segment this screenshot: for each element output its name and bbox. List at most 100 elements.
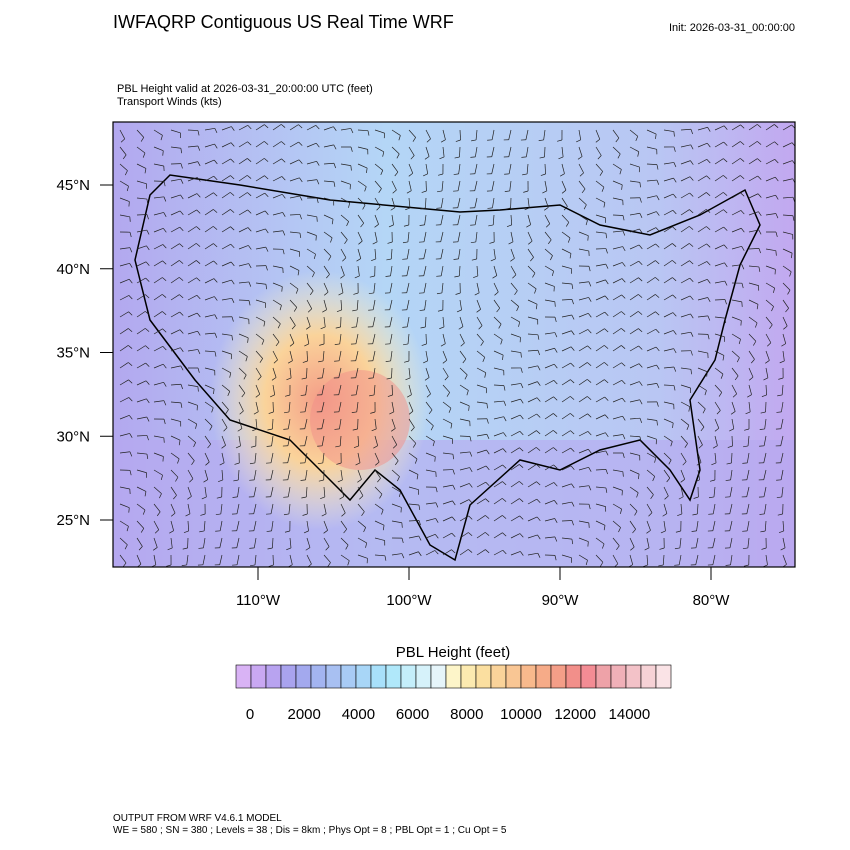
- wind-barb: [585, 220, 588, 226]
- wind-barb: [170, 260, 180, 267]
- wind-barb: [689, 226, 694, 230]
- wind-barb: [357, 537, 367, 544]
- wind-barb: [306, 316, 311, 327]
- wind-barb: [408, 172, 413, 177]
- wind-barb: [578, 379, 588, 386]
- wind-barb: [471, 139, 477, 142]
- wind-barb: [245, 356, 248, 362]
- wind-barb: [213, 159, 218, 165]
- wind-barb: [527, 231, 533, 242]
- wind-barb: [179, 277, 184, 281]
- wind-barb: [408, 401, 414, 412]
- wind-barb: [731, 299, 742, 303]
- wind-barb: [731, 210, 742, 216]
- wind-barb: [697, 142, 708, 148]
- wind-barb: [459, 333, 465, 344]
- wind-barb: [707, 297, 711, 302]
- wind-barb: [656, 195, 660, 201]
- wind-barb: [136, 229, 147, 233]
- wind-barb: [458, 163, 461, 174]
- wind-barb: [516, 306, 519, 312]
- wind-barb: [442, 316, 445, 327]
- colorbar-label: 0: [246, 706, 254, 723]
- wind-barb: [553, 464, 558, 469]
- wind-barb: [424, 156, 430, 160]
- wind-barb: [385, 360, 391, 362]
- wind-barb: [153, 554, 157, 565]
- wind-barb: [782, 196, 793, 199]
- wind-barb: [178, 440, 181, 446]
- wind-barb: [321, 384, 325, 395]
- wind-barb: [527, 197, 530, 208]
- colorbar-box: [385, 664, 402, 689]
- wind-barb: [170, 311, 180, 318]
- wind-barb: [540, 173, 546, 176]
- wind-barb: [129, 232, 132, 238]
- wind-barb: [221, 261, 232, 267]
- wind-barb: [356, 401, 359, 412]
- wind-barb: [289, 299, 298, 308]
- wind-barb: [408, 452, 418, 460]
- wind-barb: [656, 179, 660, 185]
- wind-barb: [494, 291, 499, 296]
- wind-barb: [689, 277, 694, 282]
- wind-barb: [510, 231, 514, 242]
- wind-barb: [459, 483, 470, 488]
- wind-barb: [474, 197, 478, 208]
- wind-barb: [765, 176, 776, 182]
- wind-barb: [508, 129, 512, 140]
- colorbar-box: [460, 664, 477, 689]
- wind-barb: [765, 384, 767, 396]
- wind-barb: [197, 130, 200, 136]
- wind-barb: [663, 330, 674, 335]
- wind-barb: [503, 400, 507, 406]
- wind-barb: [680, 313, 691, 318]
- wind-barb: [459, 367, 468, 376]
- wind-barb: [339, 333, 342, 344]
- wind-barb: [435, 487, 438, 493]
- wind-barb: [646, 328, 656, 335]
- wind-barb: [238, 281, 249, 284]
- wind-barb: [204, 127, 215, 131]
- wind-barb: [357, 503, 365, 512]
- wind-barb: [697, 226, 707, 233]
- wind-barb: [779, 360, 785, 364]
- wind-barb: [714, 350, 725, 356]
- wind-barb: [588, 281, 592, 287]
- wind-barb: [347, 560, 350, 566]
- wind-barb: [317, 462, 323, 465]
- wind-barb: [629, 381, 640, 386]
- wind-barb: [345, 544, 349, 550]
- wind-barb: [326, 274, 330, 279]
- wind-barb: [248, 281, 252, 287]
- wind-barb: [604, 295, 609, 300]
- wind-barb: [339, 418, 342, 429]
- wind-barb: [309, 290, 314, 296]
- wind-barb: [153, 435, 164, 439]
- wind-barb: [238, 175, 248, 182]
- wind-barb: [253, 411, 259, 415]
- wind-barb: [690, 129, 693, 135]
- wind-barb: [714, 435, 718, 446]
- wind-barb: [729, 428, 734, 432]
- wind-barb: [236, 503, 240, 514]
- wind-barb: [519, 414, 524, 420]
- wind-barb: [204, 226, 214, 233]
- wind-barb: [724, 318, 727, 324]
- wind-barb: [663, 260, 673, 267]
- wind-barb: [656, 383, 660, 389]
- wind-barb: [418, 551, 422, 557]
- wind-barb: [605, 279, 609, 285]
- wind-barb: [595, 328, 605, 335]
- wind-barb: [119, 278, 130, 284]
- wind-barb: [255, 401, 259, 412]
- wind-barb: [652, 476, 656, 482]
- wind-barb: [714, 141, 724, 148]
- wind-barb: [680, 243, 690, 250]
- wind-barb: [360, 222, 364, 228]
- wind-barb: [453, 173, 459, 175]
- wind-barb: [493, 532, 503, 539]
- wind-barb: [765, 194, 776, 199]
- wind-barb: [136, 520, 145, 529]
- wind-barb: [420, 326, 426, 329]
